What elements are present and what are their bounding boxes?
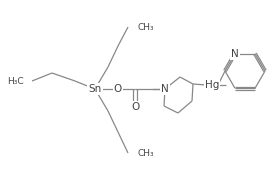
Text: CH₃: CH₃ bbox=[138, 149, 155, 157]
Text: Hg: Hg bbox=[205, 80, 219, 90]
Text: CH₃: CH₃ bbox=[138, 22, 155, 32]
Text: Sn: Sn bbox=[89, 84, 102, 94]
Text: N: N bbox=[161, 84, 169, 94]
Text: H₃C: H₃C bbox=[7, 77, 24, 85]
Text: O: O bbox=[131, 102, 139, 112]
Text: N: N bbox=[231, 49, 239, 59]
Text: O: O bbox=[114, 84, 122, 94]
